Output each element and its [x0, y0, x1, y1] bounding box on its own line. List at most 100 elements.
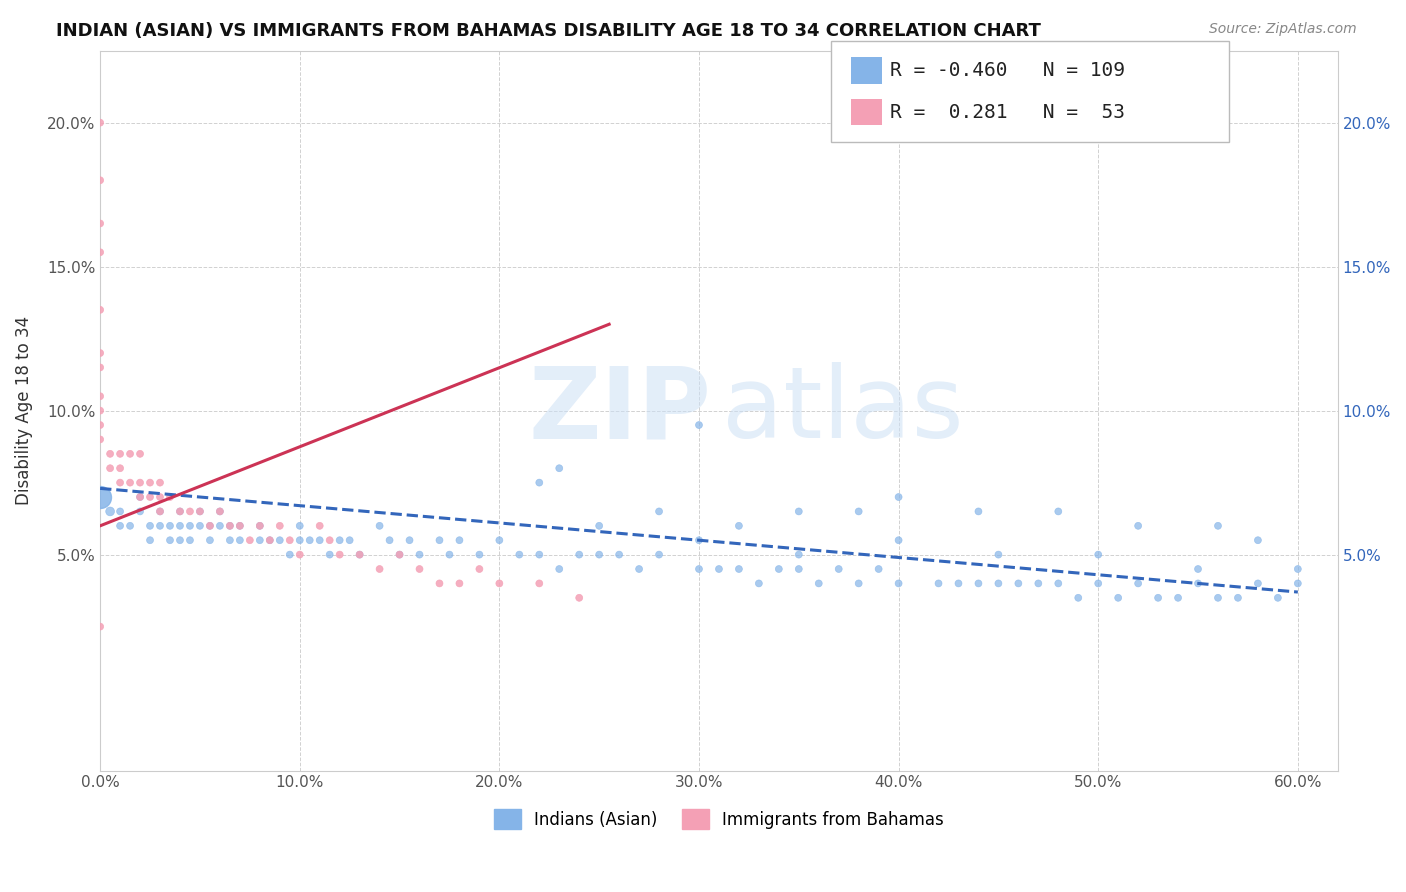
Point — [89, 217, 111, 231]
Point — [98, 504, 121, 518]
Text: atlas: atlas — [721, 362, 963, 459]
Point — [149, 504, 172, 518]
Point — [139, 518, 162, 533]
Point — [179, 518, 201, 533]
Y-axis label: Disability Age 18 to 34: Disability Age 18 to 34 — [15, 316, 32, 505]
Point — [218, 518, 240, 533]
Point — [129, 504, 152, 518]
Point — [429, 533, 451, 548]
Point — [1247, 533, 1270, 548]
Point — [288, 533, 311, 548]
Point — [269, 533, 291, 548]
Point — [887, 576, 910, 591]
Point — [1067, 591, 1090, 605]
Point — [98, 447, 121, 461]
Point — [139, 490, 162, 504]
Point — [89, 360, 111, 375]
Point — [329, 548, 352, 562]
Point — [967, 576, 990, 591]
Point — [548, 461, 571, 475]
Point — [1087, 548, 1109, 562]
Point — [398, 533, 420, 548]
Point — [249, 533, 271, 548]
Point — [108, 504, 131, 518]
Text: Source: ZipAtlas.com: Source: ZipAtlas.com — [1209, 22, 1357, 37]
Point — [139, 533, 162, 548]
Point — [408, 562, 430, 576]
Point — [218, 533, 240, 548]
Point — [1028, 576, 1050, 591]
Point — [149, 475, 172, 490]
Point — [688, 562, 710, 576]
Text: ZIP: ZIP — [529, 362, 711, 459]
Point — [887, 490, 910, 504]
Point — [1107, 591, 1129, 605]
Point — [259, 533, 281, 548]
Point — [239, 533, 262, 548]
Point — [159, 518, 181, 533]
Point — [848, 576, 870, 591]
Point — [149, 490, 172, 504]
Point — [529, 576, 551, 591]
Point — [89, 245, 111, 260]
Point — [588, 518, 610, 533]
Point — [188, 518, 211, 533]
Point — [120, 518, 142, 533]
Point — [89, 417, 111, 432]
Point — [218, 518, 240, 533]
Point — [1167, 591, 1189, 605]
Point — [1206, 591, 1229, 605]
Point — [1187, 576, 1209, 591]
Point — [288, 518, 311, 533]
Point — [120, 447, 142, 461]
Point — [229, 533, 252, 548]
Point — [948, 576, 970, 591]
Point — [768, 562, 790, 576]
Point — [308, 533, 330, 548]
Point — [588, 548, 610, 562]
Point — [787, 562, 810, 576]
Point — [1126, 576, 1149, 591]
Point — [129, 447, 152, 461]
Point — [149, 504, 172, 518]
Point — [928, 576, 950, 591]
Point — [149, 518, 172, 533]
Text: R = -0.460   N = 109: R = -0.460 N = 109 — [890, 62, 1125, 80]
Point — [987, 548, 1010, 562]
Point — [439, 548, 461, 562]
Point — [98, 461, 121, 475]
Point — [229, 518, 252, 533]
Point — [488, 533, 510, 548]
Point — [728, 518, 751, 533]
Point — [139, 475, 162, 490]
Point — [1007, 576, 1029, 591]
Point — [1187, 562, 1209, 576]
Point — [1126, 518, 1149, 533]
Point — [807, 576, 830, 591]
Point — [198, 518, 221, 533]
Point — [468, 562, 491, 576]
Point — [89, 619, 111, 633]
Point — [179, 533, 201, 548]
Point — [468, 548, 491, 562]
Point — [278, 548, 301, 562]
Point — [278, 533, 301, 548]
Point — [1087, 576, 1109, 591]
Point — [488, 576, 510, 591]
Point — [1267, 591, 1289, 605]
Point — [89, 433, 111, 447]
Point — [848, 504, 870, 518]
Point — [159, 490, 181, 504]
Point — [329, 533, 352, 548]
Point — [249, 518, 271, 533]
Point — [408, 548, 430, 562]
Point — [229, 518, 252, 533]
Point — [607, 548, 630, 562]
Point — [378, 533, 401, 548]
Point — [529, 548, 551, 562]
Point — [108, 518, 131, 533]
Point — [129, 490, 152, 504]
Point — [388, 548, 411, 562]
Point — [89, 116, 111, 130]
Point — [169, 518, 191, 533]
